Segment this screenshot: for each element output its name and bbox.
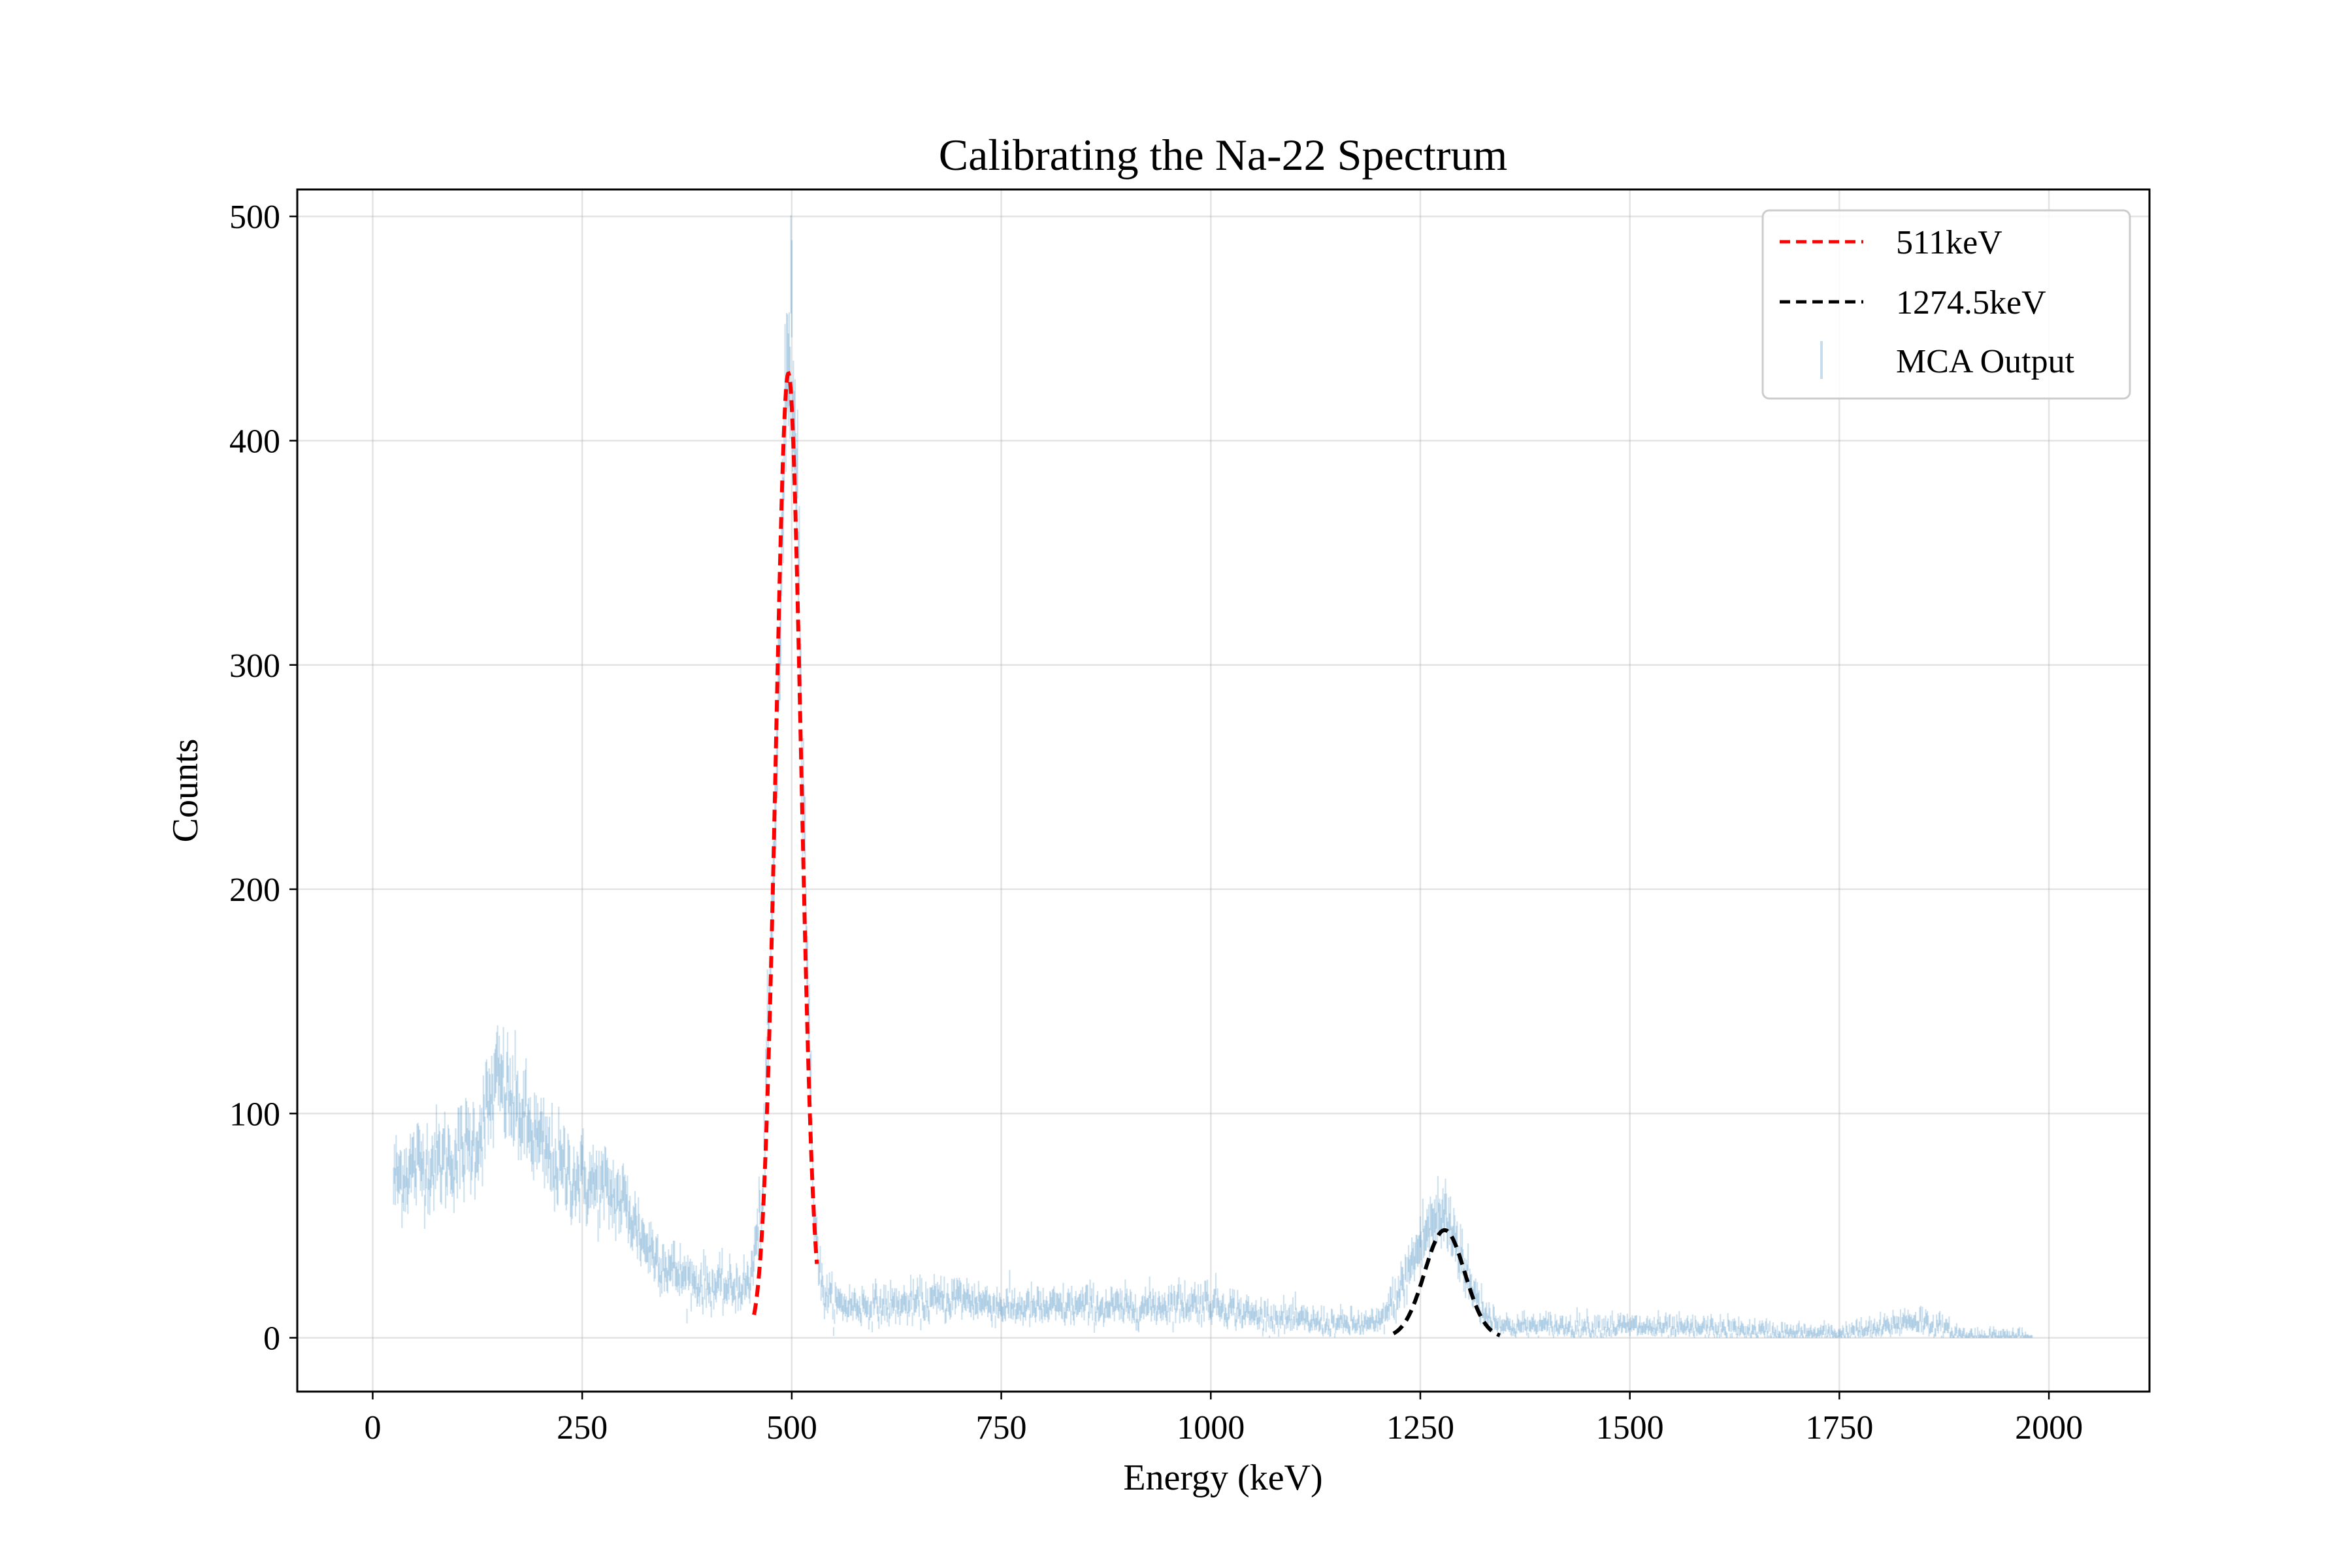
axis-ticks: 0 250 500 750 1000 1250 1500 1750 2000 0 100 200 300…	[229, 199, 2083, 1446]
plot-data	[393, 215, 2033, 1338]
x-tick-label: 500	[766, 1409, 817, 1446]
x-tick-label: 0	[364, 1409, 381, 1446]
legend: 511keV 1274.5keV MCA Output	[1761, 209, 2131, 400]
plot-frame	[296, 188, 2151, 1393]
x-tick-label: 1500	[1596, 1409, 1664, 1446]
legend-label-511kev: 511keV	[1896, 224, 2002, 261]
x-tick-label: 750	[976, 1409, 1027, 1446]
y-tick-label: 400	[229, 423, 280, 460]
fit-curve-511kev	[752, 370, 819, 1315]
y-axis-label: Counts	[165, 739, 206, 843]
legend-box	[1761, 209, 2131, 400]
x-tick-label: 250	[557, 1409, 608, 1446]
y-tick-label: 0	[263, 1320, 280, 1358]
legend-label-1274kev: 1274.5keV	[1896, 284, 2046, 321]
x-tick-label: 1750	[1805, 1409, 1873, 1446]
y-tick-label: 500	[229, 199, 280, 236]
series-mca-output	[393, 215, 2033, 1338]
x-tick-label: 1250	[1386, 1409, 1454, 1446]
chart-title: Calibrating the Na-22 Spectrum	[939, 130, 1508, 180]
x-tick-label: 2000	[2015, 1409, 2083, 1446]
y-tick-label: 100	[229, 1096, 280, 1133]
y-tick-label: 200	[229, 872, 280, 909]
y-tick-label: 300	[229, 647, 280, 685]
x-tick-label: 1000	[1177, 1409, 1245, 1446]
fit-curve-1274kev	[1392, 1228, 1501, 1337]
legend-label-mca-output: MCA Output	[1896, 343, 2075, 380]
x-axis-label: Energy (keV)	[1123, 1458, 1322, 1498]
